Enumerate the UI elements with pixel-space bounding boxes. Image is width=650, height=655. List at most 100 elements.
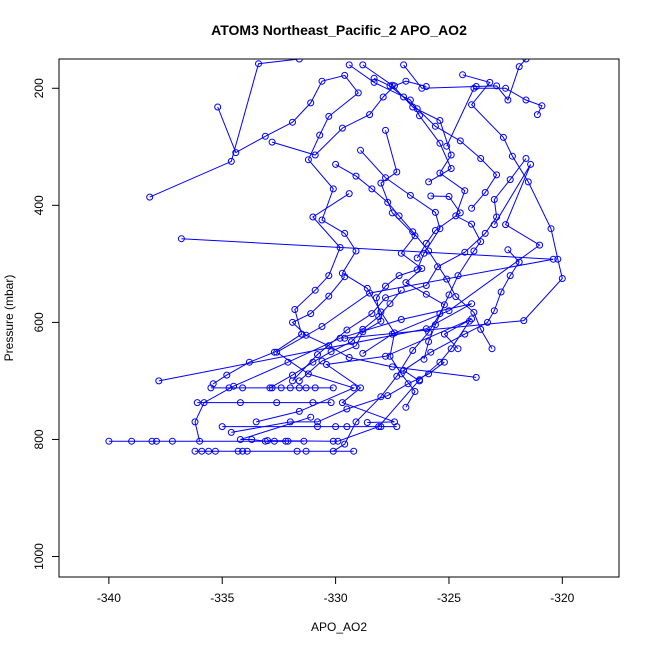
data-point [400,61,408,69]
y-tick-label: 400 [32,195,46,215]
data-point [440,301,448,309]
series-23 [323,315,476,426]
data-point [547,225,555,233]
data-point [524,178,532,186]
data-point [329,185,337,193]
data-point [325,112,333,120]
data-point [286,418,294,426]
data-point [295,59,303,63]
data-point [461,330,469,338]
data-point [447,345,455,353]
data-point [341,334,349,342]
data-point [440,330,448,338]
series-30 [266,286,405,392]
data-point [345,190,353,198]
data-point [440,358,448,366]
data-point [309,399,317,407]
x-tick-label: -320 [550,591,574,605]
data-point [146,193,154,201]
series-line [217,74,416,408]
data-point [327,348,335,356]
data-point [499,133,507,141]
series-line [402,249,520,382]
data-point [490,307,498,315]
series-17 [341,71,566,342]
data-point [452,293,460,301]
data-point [493,171,501,179]
series-2 [214,71,419,411]
data-point [493,82,501,90]
data-point [268,138,276,146]
data-point [404,380,412,388]
data-point [459,71,467,79]
series-13 [268,77,430,159]
data-point [481,189,489,196]
data-point [230,382,238,390]
data-point [422,325,430,333]
data-point [431,227,439,234]
series-3 [146,59,303,201]
series-line [333,64,482,452]
series-line [291,276,477,378]
data-point [232,149,240,157]
series-line [348,64,452,183]
data-point [484,318,491,326]
data-point [273,399,281,407]
series-line [344,74,563,339]
data-point [409,347,417,354]
data-point [454,272,462,280]
data-point [248,436,256,443]
data-point [352,172,360,180]
data-point [211,447,219,455]
data-point [402,279,410,287]
data-point [382,282,389,290]
data-point [341,440,349,448]
data-point [325,342,333,350]
series-line [149,59,300,198]
data-point [293,447,301,455]
data-point [318,357,326,365]
data-point [289,318,296,326]
data-point [425,328,433,336]
data-point [223,371,231,379]
data-point [327,399,335,407]
x-tick-label: -340 [97,591,121,605]
data-point [431,208,439,216]
data-point [314,423,321,431]
data-point [368,310,376,318]
data-point [314,418,321,426]
data-point [506,176,514,184]
data-point [198,447,206,455]
series-9 [207,384,337,392]
data-point [443,142,451,150]
data-point [456,209,464,217]
data-point [352,418,360,426]
series-line [298,149,441,382]
series-line [292,158,527,382]
data-point [386,352,394,360]
series-27 [413,192,464,262]
data-point [386,300,394,308]
data-point [445,193,453,200]
data-point [456,137,464,145]
data-point [447,151,455,159]
data-point [341,273,349,281]
data-point [522,59,530,63]
data-point [527,160,535,168]
data-point [470,308,478,316]
data-point [316,131,324,139]
data-point [391,82,398,90]
data-point [193,399,201,407]
data-point [252,418,260,426]
data-point [461,187,469,195]
data-point [236,436,244,443]
y-tick-label: 1000 [32,543,46,570]
x-axis: -340 -335 -330 -325 -320 [97,576,575,605]
series-26 [289,273,480,381]
data-point [468,204,476,212]
data-point [375,423,383,431]
data-point [168,437,176,445]
data-point [422,83,430,90]
data-point [472,373,480,381]
data-point [502,221,510,229]
